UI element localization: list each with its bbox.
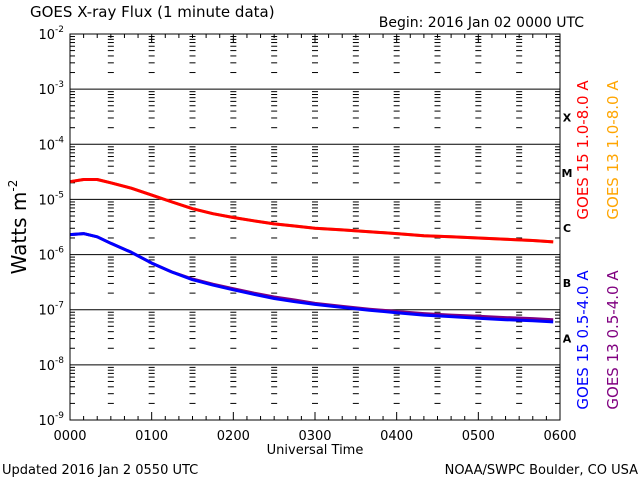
series-lines bbox=[69, 178, 554, 324]
y-tick-labels: 10-210-310-410-510-610-710-810-9 bbox=[38, 25, 64, 429]
begin-label: Begin: 2016 Jan 02 0000 UTC bbox=[379, 15, 584, 31]
y-tick-exponent: -5 bbox=[55, 190, 64, 200]
y-axis-label: Watts m-2 bbox=[6, 180, 31, 275]
updated-label: Updated 2016 Jan 2 0550 UTC bbox=[2, 463, 198, 478]
y-tick-exponent: -2 bbox=[55, 25, 64, 35]
y-axis-label-exponent: -2 bbox=[6, 180, 20, 192]
plot-frame bbox=[69, 33, 561, 421]
y-tick-base: 10 bbox=[38, 83, 55, 98]
y-tick-base: 10 bbox=[38, 359, 55, 374]
y-tick-label: 10-8 bbox=[38, 356, 64, 374]
y-tick-label: 10-7 bbox=[38, 301, 64, 319]
x-tick-label: 0000 bbox=[53, 429, 86, 444]
flare-class-label: X bbox=[563, 112, 572, 125]
y-tick-base: 10 bbox=[38, 138, 55, 153]
y-tick-exponent: -9 bbox=[55, 411, 64, 421]
y-tick-label: 10-6 bbox=[38, 246, 64, 264]
legend-entry: GOES 15 0.5-4.0 A bbox=[574, 270, 592, 410]
x-tick-label: 0500 bbox=[462, 429, 495, 444]
y-tick-base: 10 bbox=[38, 249, 55, 264]
y-tick-base: 10 bbox=[38, 28, 55, 43]
y-tick-exponent: -4 bbox=[55, 135, 64, 145]
y-tick-label: 10-9 bbox=[38, 411, 64, 429]
y-tick-label: 10-2 bbox=[38, 25, 64, 43]
legend-entry: GOES 15 1.0-8.0 A bbox=[574, 80, 592, 220]
series-line-0 bbox=[69, 178, 554, 244]
credit-label: NOAA/SWPC Boulder, CO USA bbox=[445, 463, 638, 478]
legend: GOES 15 1.0-8.0 A GOES 13 1.0-8.0 A GOES 1… bbox=[574, 80, 622, 410]
flare-class-label: C bbox=[563, 222, 571, 235]
series-line-1 bbox=[69, 178, 554, 244]
y-tick-exponent: -7 bbox=[55, 301, 64, 311]
grid bbox=[69, 34, 561, 420]
chart-title: GOES X-ray Flux (1 minute data) bbox=[30, 3, 275, 21]
flare-class-label: M bbox=[562, 167, 573, 180]
y-tick-base: 10 bbox=[38, 193, 55, 208]
flare-class-label: A bbox=[563, 332, 572, 345]
series-line-2 bbox=[69, 232, 554, 324]
x-tick-label: 0100 bbox=[135, 429, 168, 444]
flare-class-labels: X M C B A bbox=[562, 112, 573, 346]
y-tick-label: 10-5 bbox=[38, 190, 64, 208]
flare-class-label: B bbox=[563, 277, 571, 290]
y-axis-label-text: Watts m bbox=[7, 192, 31, 275]
y-tick-exponent: -8 bbox=[55, 356, 64, 366]
y-tick-label: 10-3 bbox=[38, 80, 64, 98]
x-tick-label: 0600 bbox=[543, 429, 576, 444]
x-tick-label: 0400 bbox=[380, 429, 413, 444]
legend-entry: GOES 13 1.0-8.0 A bbox=[604, 80, 622, 220]
x-axis-label: Universal Time bbox=[267, 443, 364, 458]
x-tick-labels: 0000 0100 0200 0300 0400 0500 0600 bbox=[53, 429, 576, 444]
y-tick-base: 10 bbox=[38, 414, 55, 429]
y-tick-exponent: -3 bbox=[55, 80, 64, 90]
x-tick-label: 0200 bbox=[217, 429, 250, 444]
x-tick-label: 0300 bbox=[298, 429, 331, 444]
y-tick-label: 10-4 bbox=[38, 135, 64, 153]
legend-entry: GOES 13 0.5-4.0 A bbox=[604, 270, 622, 410]
y-tick-exponent: -6 bbox=[55, 246, 64, 256]
y-tick-base: 10 bbox=[38, 304, 55, 319]
